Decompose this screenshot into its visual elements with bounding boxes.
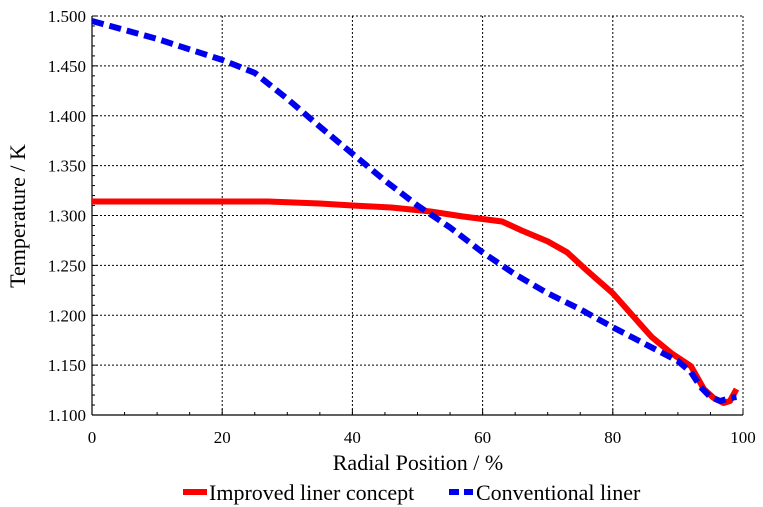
legend-label-improved-liner: Improved liner concept xyxy=(209,480,414,505)
x-tick-labels: 0 20 40 60 80 100 xyxy=(88,428,756,447)
x-tick-label: 60 xyxy=(474,428,491,447)
grid xyxy=(91,15,744,416)
y-tick-labels: 1.100 1.150 1.200 1.250 1.300 1.350 1.400 1.450… xyxy=(48,7,86,425)
y-tick-label: 1.500 xyxy=(48,7,86,26)
x-tick-label: 80 xyxy=(604,428,621,447)
y-tick-label: 1.450 xyxy=(48,57,86,76)
y-tick-label: 1.350 xyxy=(48,157,86,176)
y-tick-label: 1.400 xyxy=(48,107,86,126)
legend-label-conventional-liner: Conventional liner xyxy=(476,480,641,505)
x-tick-label: 20 xyxy=(214,428,231,447)
y-tick-label: 1.300 xyxy=(48,207,86,226)
y-tick-label: 1.150 xyxy=(48,356,86,375)
y-axis-label: Temperature / K xyxy=(5,144,30,288)
y-tick-label: 1.100 xyxy=(48,406,86,425)
y-tick-label: 1.200 xyxy=(48,306,86,325)
legend: Improved liner concept Conventional line… xyxy=(183,480,641,505)
x-axis-label: Radial Position / % xyxy=(333,450,504,475)
series-line-conventional-liner xyxy=(91,18,737,404)
series-line-improved-liner-concept xyxy=(92,198,740,406)
y-tick-label: 1.250 xyxy=(48,256,86,275)
x-tick-label: 40 xyxy=(344,428,361,447)
plot-frame xyxy=(91,15,744,416)
series-lines xyxy=(91,18,740,406)
x-tick-label: 100 xyxy=(730,428,756,447)
x-tick-label: 0 xyxy=(88,428,97,447)
